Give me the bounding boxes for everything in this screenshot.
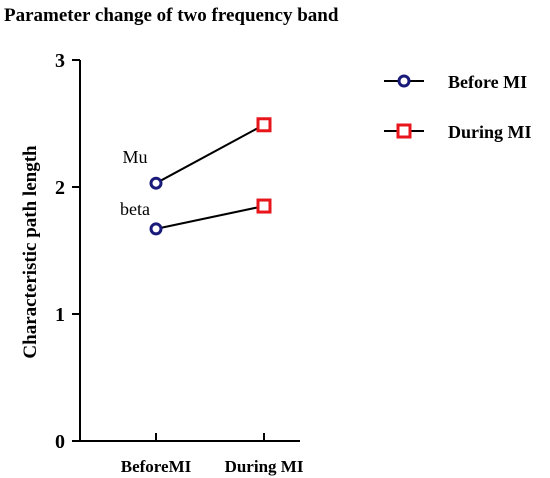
x-tick-label: BeforeMI <box>121 457 192 476</box>
y-ticks: 0 1 2 3 <box>55 50 80 453</box>
y-axis-label: Characteristic path length <box>20 145 41 359</box>
point-before-mi <box>149 176 163 190</box>
y-tick-label: 1 <box>55 304 65 326</box>
series-line <box>155 205 265 230</box>
series-label: Mu <box>122 147 147 167</box>
legend-label-before-mi: Before MI <box>448 72 527 92</box>
legend-square-marker <box>396 123 412 139</box>
series-lines <box>155 123 265 230</box>
series-line <box>155 123 265 185</box>
legend-item-before-mi: Before MI <box>384 72 527 92</box>
y-tick-label: 2 <box>55 177 65 199</box>
legend-item-during-mi: During MI <box>384 122 532 142</box>
x-ticks: BeforeMI During MI <box>121 433 304 476</box>
y-tick-label: 3 <box>55 50 65 72</box>
y-tick-label: 0 <box>55 431 65 453</box>
point-during-mi <box>256 117 272 133</box>
legend-circle-marker <box>397 74 411 88</box>
chart-title: Parameter change of two frequency band <box>4 5 339 26</box>
point-during-mi <box>256 198 272 214</box>
markers <box>149 117 272 236</box>
legend: Before MI During MI <box>384 72 532 142</box>
legend-label-during-mi: During MI <box>448 122 532 142</box>
series-labels: Mu beta <box>120 147 150 219</box>
series-label: beta <box>120 199 150 219</box>
point-before-mi <box>149 222 163 236</box>
x-tick-label: During MI <box>225 457 304 476</box>
